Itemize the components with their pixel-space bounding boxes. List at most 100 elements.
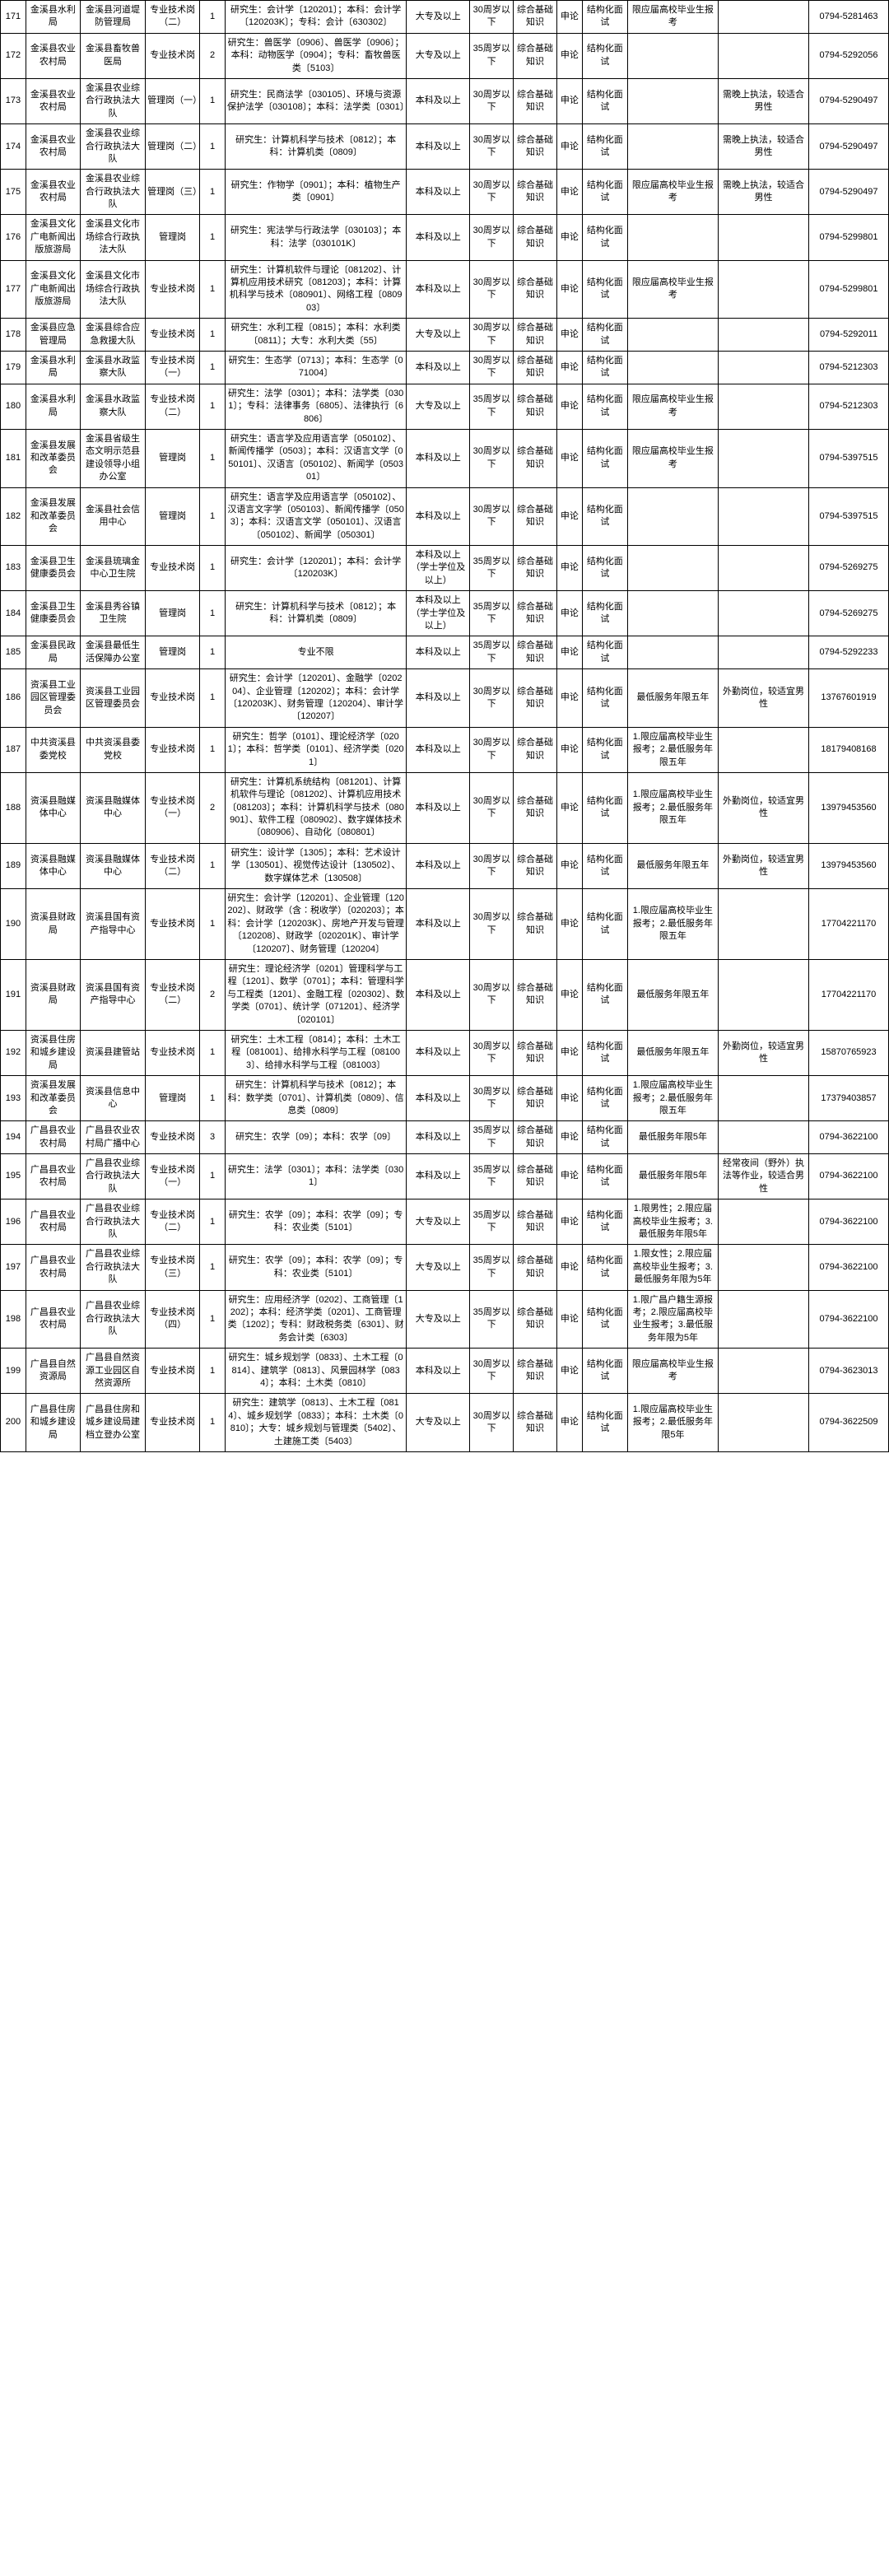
age-limit: 30周岁以下	[470, 260, 514, 319]
department: 广昌县农业农村局	[26, 1121, 80, 1154]
remarks	[718, 960, 808, 1031]
education: 大专及以上	[407, 384, 470, 429]
education: 本科及以上	[407, 429, 470, 487]
post-name: 管理岗	[146, 487, 200, 546]
exam-knowledge: 综合基础知识	[514, 351, 557, 384]
unit-name: 金溪县秀谷镇卫生院	[80, 591, 145, 636]
interview-type: 结构化面试	[582, 727, 627, 772]
major-requirement: 研究生：计算机系统结构〔081201〕、计算机软件与理论〔081202〕、计算机…	[226, 772, 407, 843]
age-limit: 30周岁以下	[470, 843, 514, 888]
education: 本科及以上	[407, 487, 470, 546]
contact-phone: 0794-5212303	[809, 384, 889, 429]
other-requirements: 1.限应届高校毕业生报考；2.最低服务年限五年	[627, 1076, 718, 1121]
contact-phone: 0794-5290497	[809, 124, 889, 170]
post-name: 专业技术岗（二）	[146, 1, 200, 34]
exam-shenlun: 申论	[556, 546, 582, 591]
department: 资溪县融媒体中心	[26, 772, 80, 843]
contact-phone: 17704221170	[809, 889, 889, 960]
major-requirement: 研究生：语言学及应用语言学〔050102〕、新闻传播学〔0503〕；本科：汉语言…	[226, 429, 407, 487]
other-requirements: 最低服务年限5年	[627, 1121, 718, 1154]
age-limit: 35周岁以下	[470, 1199, 514, 1245]
unit-name: 金溪县社会信用中心	[80, 487, 145, 546]
post-name: 管理岗	[146, 215, 200, 260]
age-limit: 35周岁以下	[470, 546, 514, 591]
other-requirements: 限应届高校毕业生报考	[627, 1349, 718, 1394]
headcount: 1	[200, 1076, 226, 1121]
interview-type: 结构化面试	[582, 1199, 627, 1245]
headcount: 1	[200, 669, 226, 728]
education: 大专及以上	[407, 33, 470, 78]
headcount: 1	[200, 889, 226, 960]
exam-knowledge: 综合基础知识	[514, 591, 557, 636]
headcount: 1	[200, 319, 226, 352]
interview-type: 结构化面试	[582, 1349, 627, 1394]
education: 本科及以上	[407, 636, 470, 669]
major-requirement: 研究生：法学〔0301〕；本科：法学类〔0301〕	[226, 1154, 407, 1199]
headcount: 1	[200, 260, 226, 319]
headcount: 1	[200, 384, 226, 429]
recruitment-table: 171金溪县水利局金溪县河道堤防管理局专业技术岗（二）1研究生：会计学〔1202…	[0, 0, 889, 1452]
age-limit: 30周岁以下	[470, 215, 514, 260]
department: 广昌县农业农村局	[26, 1245, 80, 1290]
post-name: 专业技术岗（二）	[146, 843, 200, 888]
row-index: 195	[1, 1154, 26, 1199]
education: 本科及以上（学士学位及以上）	[407, 546, 470, 591]
exam-shenlun: 申论	[556, 889, 582, 960]
education: 本科及以上	[407, 843, 470, 888]
education: 本科及以上	[407, 260, 470, 319]
other-requirements	[627, 591, 718, 636]
exam-knowledge: 综合基础知识	[514, 1349, 557, 1394]
interview-type: 结构化面试	[582, 889, 627, 960]
other-requirements: 限应届高校毕业生报考	[627, 429, 718, 487]
exam-shenlun: 申论	[556, 124, 582, 170]
post-name: 专业技术岗	[146, 1349, 200, 1394]
unit-name: 资溪县工业园区管理委员会	[80, 669, 145, 728]
contact-phone: 0794-3623013	[809, 1349, 889, 1394]
unit-name: 资溪县融媒体中心	[80, 772, 145, 843]
major-requirement: 研究生：农学〔09〕；本科：农学〔09〕；专科：农业类〔5101〕	[226, 1199, 407, 1245]
major-requirement: 研究生：会计学〔120201〕、企业管理〔120202〕、财政学（含∶税收学）〔…	[226, 889, 407, 960]
interview-type: 结构化面试	[582, 351, 627, 384]
exam-shenlun: 申论	[556, 33, 582, 78]
remarks	[718, 727, 808, 772]
age-limit: 30周岁以下	[470, 1076, 514, 1121]
age-limit: 30周岁以下	[470, 351, 514, 384]
exam-knowledge: 综合基础知识	[514, 215, 557, 260]
post-name: 管理岗（一）	[146, 78, 200, 123]
interview-type: 结构化面试	[582, 429, 627, 487]
exam-knowledge: 综合基础知识	[514, 1, 557, 34]
post-name: 专业技术岗（一）	[146, 772, 200, 843]
age-limit: 35周岁以下	[470, 33, 514, 78]
headcount: 1	[200, 1290, 226, 1349]
department: 资溪县住房和城乡建设局	[26, 1030, 80, 1075]
post-name: 管理岗	[146, 636, 200, 669]
contact-phone: 0794-3622100	[809, 1245, 889, 1290]
other-requirements: 1.限应届高校毕业生报考；2.最低服务年限五年	[627, 772, 718, 843]
department: 金溪县农业农村局	[26, 33, 80, 78]
contact-phone: 13979453560	[809, 772, 889, 843]
contact-phone: 0794-5292011	[809, 319, 889, 352]
remarks	[718, 1245, 808, 1290]
interview-type: 结构化面试	[582, 319, 627, 352]
major-requirement: 研究生：会计学〔120201〕；本科：会计学〔120203K〕	[226, 546, 407, 591]
contact-phone: 0794-5290497	[809, 170, 889, 215]
education: 本科及以上	[407, 889, 470, 960]
unit-name: 广昌县农业综合行政执法大队	[80, 1199, 145, 1245]
exam-shenlun: 申论	[556, 1394, 582, 1452]
table-row: 188资溪县融媒体中心资溪县融媒体中心专业技术岗（一）2研究生：计算机系统结构〔…	[1, 772, 889, 843]
major-requirement: 研究生：计算机科学与技术〔0812〕；本科：数学类〔0701〕、计算机类〔080…	[226, 1076, 407, 1121]
contact-phone: 0794-3622100	[809, 1154, 889, 1199]
major-requirement: 研究生：兽医学〔0906〕、兽医学〔0906〕；本科：动物医学〔0904〕；专科…	[226, 33, 407, 78]
exam-shenlun: 申论	[556, 215, 582, 260]
table-row: 184金溪县卫生健康委员会金溪县秀谷镇卫生院管理岗1研究生：计算机科学与技术〔0…	[1, 591, 889, 636]
remarks: 需晚上执法，较适合男性	[718, 124, 808, 170]
major-requirement: 研究生：计算机科学与技术〔0812〕；本科：计算机类〔0809〕	[226, 124, 407, 170]
post-name: 专业技术岗	[146, 669, 200, 728]
contact-phone: 0794-5299801	[809, 260, 889, 319]
education: 本科及以上	[407, 124, 470, 170]
post-name: 专业技术岗	[146, 1030, 200, 1075]
unit-name: 金溪县农业综合行政执法大队	[80, 170, 145, 215]
major-requirement: 研究生：农学〔09〕；本科：农学〔09〕	[226, 1121, 407, 1154]
post-name: 专业技术岗	[146, 260, 200, 319]
remarks	[718, 889, 808, 960]
